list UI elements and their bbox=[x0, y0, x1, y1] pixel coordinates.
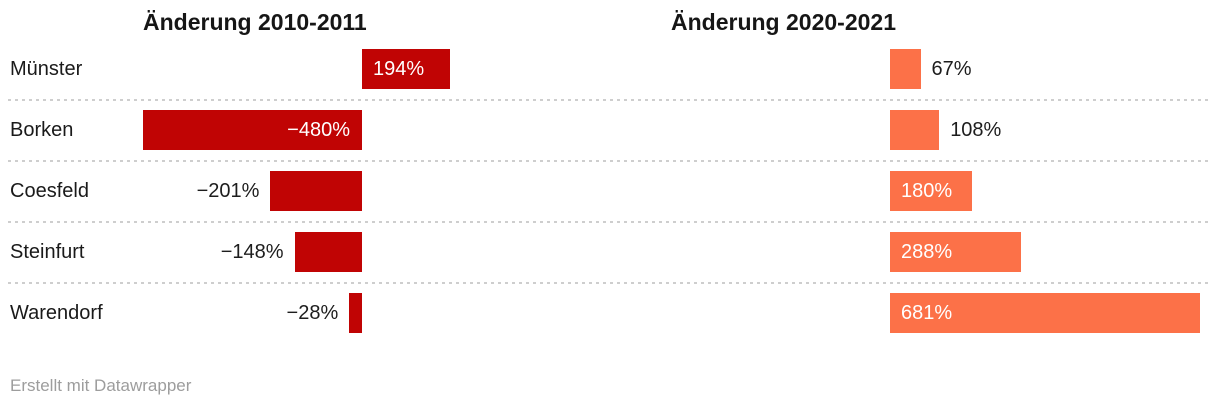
value-label-aenderung-2020-2021-steinfurt: 288% bbox=[901, 241, 953, 263]
column-header-aenderung-2020-2021: Änderung 2020-2021 bbox=[671, 9, 896, 35]
bar-aenderung-2010-2011-steinfurt bbox=[294, 232, 362, 272]
row-separator bbox=[8, 99, 1208, 101]
bar-aenderung-2020-2021-muenster bbox=[890, 49, 921, 89]
bar-aenderung-2020-2021-borken bbox=[890, 110, 940, 150]
value-label-aenderung-2010-2011-borken: −480% bbox=[287, 119, 350, 141]
column-header-aenderung-2010-2011: Änderung 2010-2011 bbox=[143, 9, 367, 35]
category-label-borken: Borken bbox=[10, 119, 74, 141]
row-separator bbox=[8, 282, 1208, 284]
datawrapper-attribution[interactable]: Erstellt mit Datawrapper bbox=[10, 376, 192, 395]
category-label-warendorf: Warendorf bbox=[10, 302, 103, 324]
bar-aenderung-2010-2011-warendorf bbox=[349, 293, 362, 333]
category-label-muenster: Münster bbox=[10, 58, 83, 80]
value-label-aenderung-2010-2011-steinfurt: −148% bbox=[220, 241, 284, 263]
value-label-aenderung-2020-2021-muenster: 67% bbox=[931, 58, 972, 80]
bar-aenderung-2020-2021-coesfeld bbox=[890, 171, 972, 211]
row-separator bbox=[8, 221, 1208, 223]
bar-aenderung-2010-2011-coesfeld bbox=[270, 171, 362, 211]
category-label-steinfurt: Steinfurt bbox=[10, 241, 85, 263]
category-label-coesfeld: Coesfeld bbox=[10, 180, 89, 202]
row-separator bbox=[8, 160, 1208, 162]
value-label-aenderung-2020-2021-warendorf: 681% bbox=[901, 302, 953, 324]
value-label-aenderung-2020-2021-coesfeld: 180% bbox=[901, 180, 953, 202]
bar-aenderung-2010-2011-muenster bbox=[362, 49, 451, 89]
value-label-aenderung-2010-2011-muenster: 194% bbox=[373, 58, 425, 80]
bar-aenderung-2020-2021-warendorf bbox=[890, 293, 1201, 333]
value-label-aenderung-2020-2021-borken: 108% bbox=[950, 119, 1002, 141]
bar-aenderung-2020-2021-steinfurt bbox=[890, 232, 1022, 272]
value-label-aenderung-2010-2011-warendorf: −28% bbox=[286, 302, 339, 324]
bar-aenderung-2010-2011-borken bbox=[143, 110, 362, 150]
value-label-aenderung-2010-2011-coesfeld: −201% bbox=[196, 180, 260, 202]
